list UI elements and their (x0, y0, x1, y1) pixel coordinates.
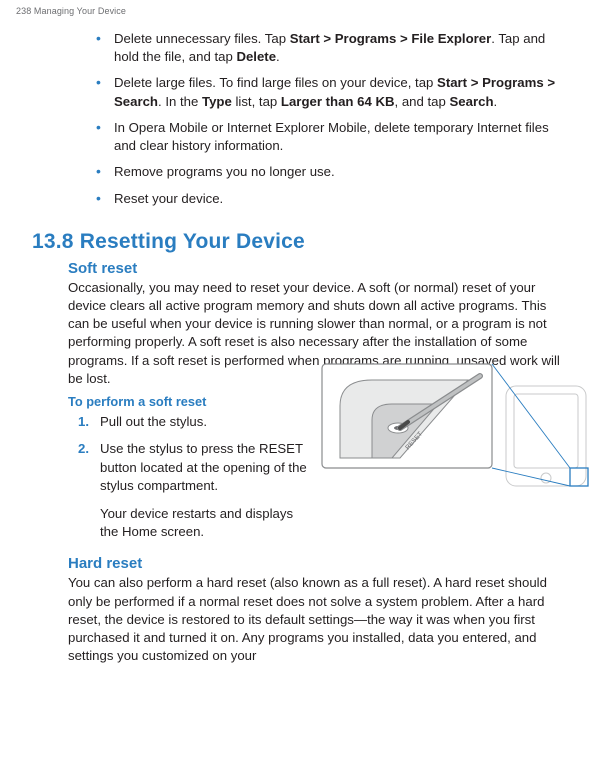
text: . (276, 49, 280, 64)
text: Delete unnecessary files. Tap (114, 31, 290, 46)
text: . (494, 94, 498, 109)
step-number: 2. (78, 440, 89, 458)
text: list, tap (232, 94, 281, 109)
option-larger-64kb: Larger than 64 KB (281, 94, 395, 109)
subheading-soft-reset: Soft reset (68, 260, 566, 277)
tips-bullet-list: Delete unnecessary files. Tap Start > Pr… (68, 30, 566, 208)
reset-figure: RESET (320, 362, 590, 502)
device-mini-outline (492, 364, 588, 486)
bullet-remove-programs: Remove programs you no longer use. (100, 163, 566, 181)
page: 238 Managing Your Device Delete unnecess… (0, 0, 590, 757)
step-number: 1. (78, 413, 89, 431)
bullet-delete-large: Delete large files. To find large files … (100, 74, 566, 110)
step-text: Pull out the stylus. (100, 414, 207, 429)
label-type: Type (202, 94, 232, 109)
action-search: Search (450, 94, 494, 109)
running-head: 238 Managing Your Device (16, 6, 126, 16)
step-text: Use the stylus to press the RESET button… (100, 441, 307, 492)
soft-reset-after-note: Your device restarts and displays the Ho… (100, 505, 310, 541)
bullet-reset-device: Reset your device. (100, 190, 566, 208)
text: . In the (158, 94, 202, 109)
hard-reset-paragraph: You can also perform a hard reset (also … (68, 574, 566, 665)
section-heading-13-8: 13.8 Resetting Your Device (32, 230, 566, 254)
step-2: 2. Use the stylus to press the RESET but… (82, 440, 312, 495)
bullet-delete-unnecessary: Delete unnecessary files. Tap Start > Pr… (100, 30, 566, 66)
content-area: Delete unnecessary files. Tap Start > Pr… (68, 30, 566, 671)
subheading-hard-reset: Hard reset (68, 555, 566, 572)
action-delete: Delete (236, 49, 276, 64)
reset-illustration-svg: RESET (320, 362, 590, 502)
soft-reset-steps: 1. Pull out the stylus. 2. Use the stylu… (68, 413, 312, 495)
text: Delete large files. To find large files … (114, 75, 437, 90)
path-start-file-explorer: Start > Programs > File Explorer (290, 31, 492, 46)
step-1: 1. Pull out the stylus. (82, 413, 312, 431)
bullet-delete-temp-internet: In Opera Mobile or Internet Explorer Mob… (100, 119, 566, 155)
highlight-callout (570, 468, 588, 486)
text: , and tap (395, 94, 450, 109)
